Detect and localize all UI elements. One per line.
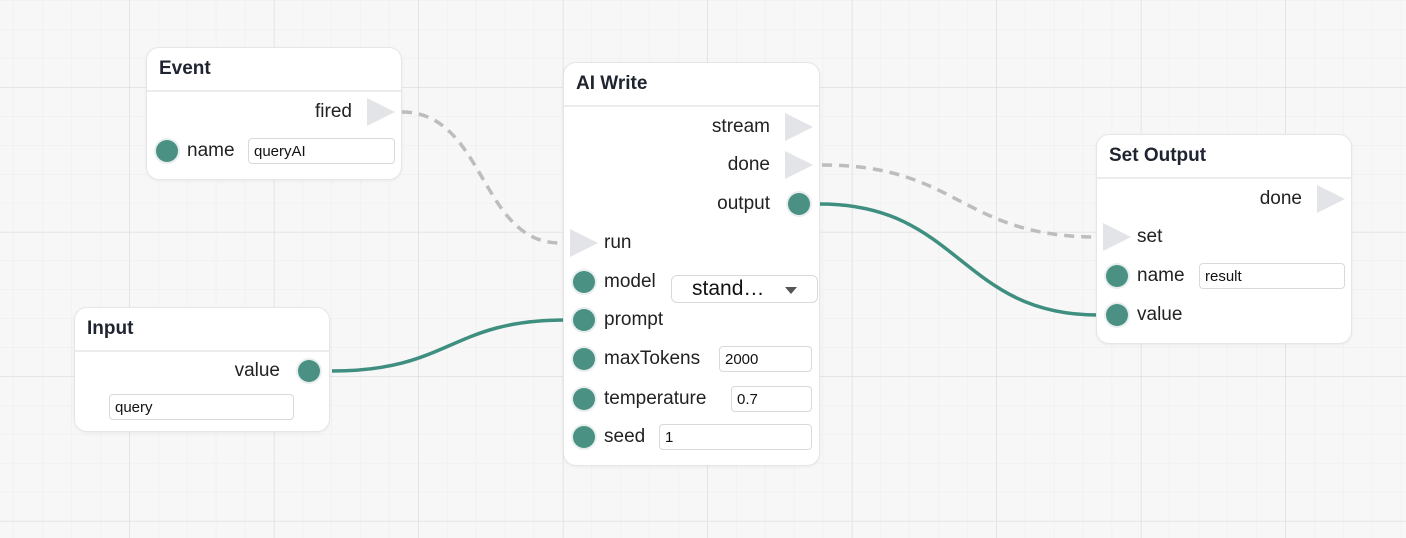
port-label: done — [727, 154, 770, 175]
exec-port[interactable] — [785, 151, 813, 179]
text-input[interactable]: result — [1199, 263, 1345, 289]
port-label: stream — [711, 116, 770, 137]
exec-port[interactable] — [785, 113, 813, 141]
data-port[interactable] — [156, 140, 178, 162]
port-label: run — [604, 232, 632, 253]
port-label: done — [1259, 188, 1302, 209]
port-label: name — [1137, 265, 1185, 286]
data-port[interactable] — [573, 271, 595, 293]
node-title: Set Output — [1109, 145, 1207, 166]
text-input[interactable]: 0.7 — [731, 386, 812, 412]
node[interactable]: Event fired name queryAI — [147, 48, 401, 179]
dropdown-caret — [785, 287, 797, 294]
data-port[interactable] — [1106, 265, 1128, 287]
node[interactable]: Input value query — [75, 308, 329, 431]
node-title: Event — [159, 58, 211, 79]
port-label: name — [187, 140, 235, 161]
data-port[interactable] — [298, 360, 320, 382]
node-divider — [1097, 177, 1351, 179]
exec-port[interactable] — [367, 98, 395, 126]
data-port[interactable] — [573, 348, 595, 370]
port-label: maxTokens — [604, 348, 701, 369]
text-input[interactable]: query — [109, 394, 294, 420]
text-input[interactable]: 2000 — [719, 346, 812, 372]
data-edge — [819, 202, 1099, 317]
port-label: model — [604, 271, 656, 292]
port-label: fired — [315, 101, 352, 122]
text-input[interactable]: queryAI — [248, 138, 395, 164]
text-input[interactable]: 1 — [659, 424, 812, 450]
exec-port[interactable] — [1103, 223, 1131, 251]
node-title: AI Write — [576, 73, 648, 94]
select-field[interactable]: stand… — [671, 275, 818, 303]
exec-edge — [401, 110, 561, 245]
port-label: temperature — [604, 388, 707, 409]
data-port[interactable] — [788, 193, 810, 215]
port-label: seed — [604, 426, 646, 447]
data-port[interactable] — [573, 426, 595, 448]
node-divider — [75, 350, 329, 352]
port-label: value — [234, 360, 280, 381]
port-label: prompt — [604, 309, 664, 330]
port-label: output — [717, 193, 770, 214]
port-label: value — [1137, 304, 1183, 325]
port-label: set — [1137, 226, 1163, 247]
node-title: Input — [87, 318, 134, 339]
data-port[interactable] — [1106, 304, 1128, 326]
node[interactable]: Set Output done set name result value — [1097, 135, 1351, 343]
node[interactable]: AI Write stream done output run model stand… pr… — [564, 63, 819, 465]
exec-port[interactable] — [1317, 185, 1345, 213]
node-divider — [147, 90, 401, 92]
exec-edge — [821, 163, 1099, 239]
exec-port[interactable] — [570, 229, 598, 257]
data-edge — [331, 318, 566, 373]
data-port[interactable] — [573, 309, 595, 331]
data-port[interactable] — [573, 388, 595, 410]
node-divider — [564, 105, 819, 107]
